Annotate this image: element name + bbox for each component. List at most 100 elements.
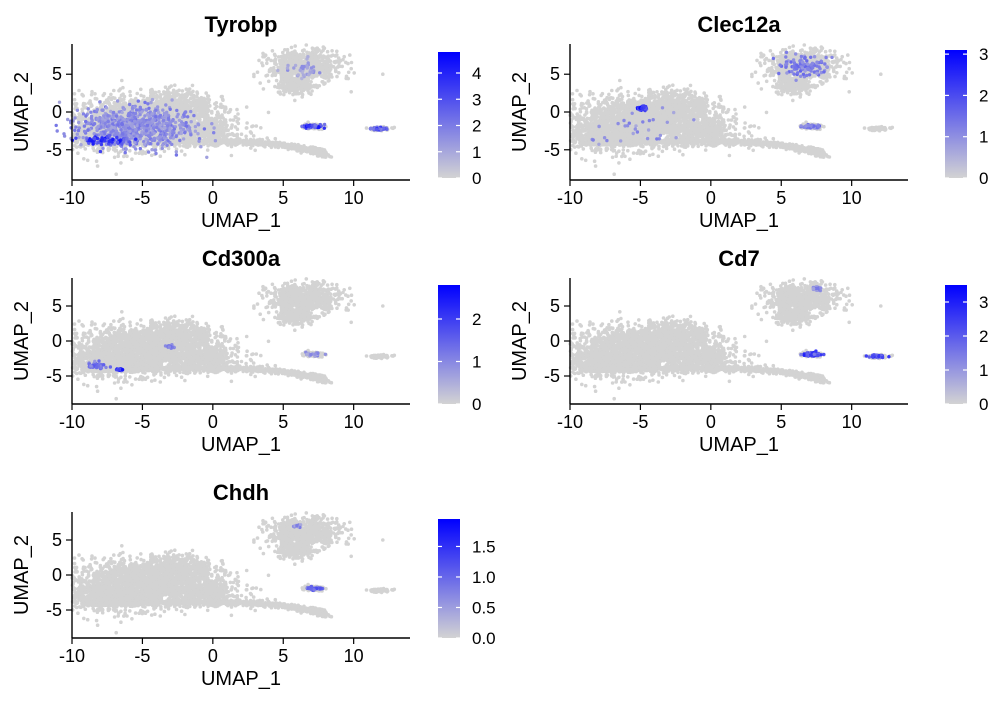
expression-point [796, 71, 800, 75]
expression-point [127, 111, 131, 116]
expression-point [160, 143, 165, 147]
expression-point [301, 73, 306, 77]
expression-point [81, 112, 86, 116]
expression-point [104, 365, 108, 370]
y-tick-label: 5 [52, 530, 62, 550]
expression-point [164, 140, 168, 145]
expression-point [810, 61, 815, 65]
x-tick-label: -10 [59, 188, 85, 208]
expression-point [310, 70, 314, 74]
expression-point [864, 354, 868, 358]
expression-point [790, 69, 794, 74]
expression-point [197, 139, 201, 143]
expression-point [322, 122, 327, 127]
expression-point [202, 127, 207, 131]
color-bar [945, 50, 967, 178]
expression-point [115, 99, 120, 103]
expression-point [150, 119, 155, 123]
expression-point [128, 143, 132, 147]
y-axis-label: UMAP_2 [509, 301, 531, 381]
expression-point [300, 64, 304, 69]
expression-point [123, 127, 128, 131]
x-tick-label: 10 [344, 188, 364, 208]
expression-point [112, 142, 117, 146]
expression-point [101, 117, 105, 121]
expression-point [116, 131, 120, 135]
expression-point [794, 78, 798, 83]
plot-title: Clec12a [697, 12, 781, 37]
color-bar [438, 519, 460, 638]
expression-point [197, 137, 202, 141]
x-tick-label: 0 [706, 412, 716, 432]
expression-point [166, 116, 171, 121]
color-bar [438, 52, 460, 178]
y-tick-label: 5 [52, 64, 62, 84]
x-tick-label: -10 [59, 412, 85, 432]
expression-point [312, 588, 316, 592]
x-tick-label: 0 [706, 188, 716, 208]
cell-points [568, 43, 895, 176]
expression-point [99, 366, 104, 370]
expression-point [142, 131, 147, 136]
legend-tick-label: 4 [472, 64, 481, 83]
expression-point [114, 114, 119, 118]
expression-point [66, 117, 70, 122]
expression-point [128, 129, 132, 133]
expression-point [161, 118, 166, 123]
expression-point [82, 124, 87, 128]
y-tick-label: 5 [550, 296, 560, 316]
expression-point [674, 136, 678, 140]
y-tick-label: 0 [52, 102, 62, 122]
x-tick-label: 5 [278, 188, 288, 208]
expression-point [877, 354, 881, 359]
expression-point [152, 131, 156, 135]
legend-tick-label: 2 [979, 86, 988, 105]
expression-point [819, 70, 824, 75]
expression-point [107, 124, 111, 128]
expression-point [154, 108, 158, 113]
expression-point [90, 119, 94, 124]
expression-point [174, 153, 179, 157]
expression-point [112, 119, 116, 124]
expression-point [111, 110, 116, 115]
x-tick-label: 0 [208, 188, 218, 208]
expression-point [161, 108, 165, 112]
expression-point [298, 68, 302, 73]
x-tick-label: 10 [344, 646, 364, 666]
expression-point [313, 123, 317, 127]
cell-points [70, 43, 397, 176]
y-axis-label: UMAP_2 [509, 72, 531, 152]
x-tick-label: -10 [557, 188, 583, 208]
expression-point [785, 71, 789, 75]
expression-point [134, 137, 138, 141]
expression-point [276, 68, 280, 73]
color-bar [945, 285, 967, 404]
y-tick-label: 5 [550, 64, 560, 84]
expression-point [96, 117, 100, 121]
expression-point [807, 73, 812, 77]
y-tick-label: -5 [46, 140, 62, 160]
expression-point [213, 139, 218, 143]
expression-point [812, 352, 816, 356]
legend-tick-label: 0 [979, 395, 988, 414]
y-tick-label: 5 [52, 296, 62, 316]
expression-point [150, 148, 154, 152]
expression-point [646, 128, 651, 132]
legend-tick-label: 0.0 [472, 629, 496, 648]
expression-point [189, 120, 193, 124]
expression-point [76, 128, 81, 133]
expression-point [189, 133, 193, 137]
expression-point [817, 65, 821, 69]
expression-point [111, 122, 115, 126]
expression-point [125, 137, 129, 141]
expression-point [146, 150, 151, 154]
expression-point [106, 119, 111, 124]
legend-tick-label: 3 [472, 90, 481, 109]
expression-point [801, 72, 806, 77]
expression-point [181, 137, 186, 141]
expression-point [156, 136, 160, 140]
expression-point [133, 119, 137, 123]
expression-point [97, 359, 101, 363]
expression-point [635, 130, 640, 134]
